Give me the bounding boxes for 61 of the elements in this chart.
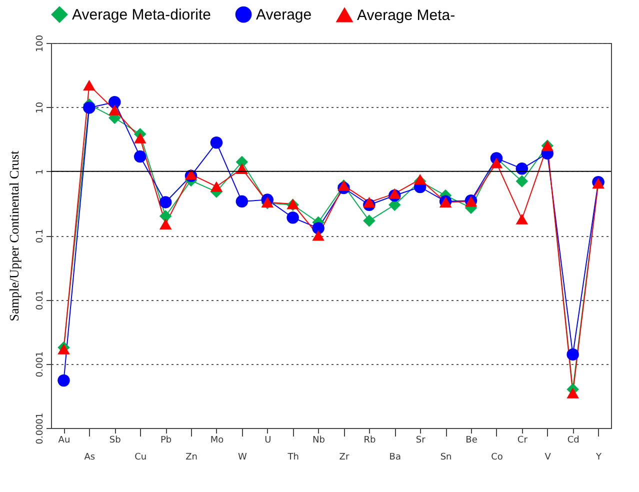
y-tick-label: 1 [36, 168, 46, 175]
point [516, 175, 528, 188]
point [363, 214, 376, 227]
x-tick-label: Pb [160, 436, 172, 446]
legend-label: Average Meta-diorite [72, 6, 211, 24]
x-tick-label: Nb [312, 436, 326, 446]
point [312, 222, 324, 234]
point [159, 196, 172, 208]
legend-label: Average [256, 6, 312, 24]
point [159, 218, 172, 230]
point [134, 132, 146, 144]
point [363, 196, 376, 208]
point [83, 80, 96, 90]
y-axis-title: Sample/Upper Continental Crust [6, 150, 22, 322]
x-tick-label: Sr [416, 436, 426, 446]
y-tick-label: 100 [36, 34, 46, 52]
y-tick-label: 0.1 [36, 228, 46, 244]
x-tick-label: Zn [186, 452, 198, 462]
x-tick-label: Cr [517, 436, 528, 446]
point [159, 210, 172, 222]
x-tick-label: Cu [134, 452, 147, 462]
point [312, 230, 324, 241]
x-tick-label: Co [491, 452, 504, 462]
point [516, 162, 528, 175]
x-tick-label: Cd [567, 436, 580, 446]
point [490, 158, 503, 168]
point [58, 374, 70, 387]
point [566, 388, 579, 398]
x-tick-label: As [84, 452, 96, 462]
point [566, 348, 579, 361]
x-tick-label: Y [595, 452, 602, 462]
point [286, 212, 299, 224]
point [210, 181, 223, 192]
x-tick-label: W [238, 452, 247, 462]
x-tick-label: V [544, 452, 552, 462]
point [236, 195, 248, 208]
x-tick-label: Mo [210, 436, 224, 446]
point [210, 136, 223, 149]
x-tick-label: U [264, 436, 272, 446]
legend-label: Average Meta- [357, 7, 456, 24]
point [592, 178, 604, 189]
point [388, 188, 401, 199]
point [134, 150, 146, 163]
point [83, 102, 96, 114]
point [516, 214, 528, 224]
point [414, 174, 426, 185]
x-tick-label: Rb [364, 436, 376, 446]
x-tick-label: Au [58, 436, 70, 446]
x-tick-label: Sn [440, 452, 452, 462]
point [108, 104, 121, 116]
x-tick-label: Sb [109, 436, 122, 446]
point [58, 344, 70, 354]
y-tick-label: 0.0001 [36, 412, 46, 444]
point [108, 96, 121, 108]
y-tick-label: 0.01 [36, 290, 46, 310]
x-tick-label: Be [466, 436, 478, 446]
x-tick-label: Ba [389, 452, 401, 462]
x-tick-label: Zr [339, 452, 350, 462]
y-tick-label: 0.001 [36, 351, 46, 378]
x-tick-label: Th [286, 452, 299, 462]
y-tick-label: 10 [36, 102, 46, 114]
